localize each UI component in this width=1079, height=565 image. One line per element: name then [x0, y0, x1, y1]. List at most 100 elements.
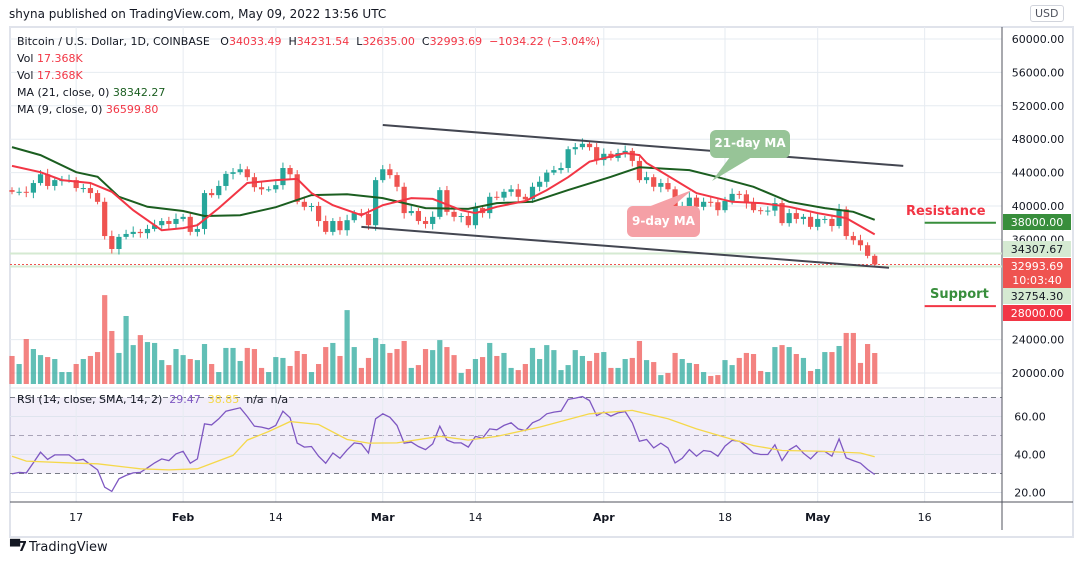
- candle: [772, 197, 778, 217]
- candle-body: [294, 174, 300, 202]
- candle-body: [52, 180, 58, 186]
- candle: [430, 211, 436, 230]
- ma21-label: MA (21, close, 0): [17, 86, 110, 99]
- resistance-label[interactable]: Resistance: [906, 204, 986, 219]
- publish-info: shyna published on TradingView.com, May …: [9, 7, 387, 21]
- volume-bar: [159, 360, 165, 384]
- legend-ma9[interactable]: MA (9, close, 0) 36599.80: [17, 103, 158, 116]
- close-value: 32993.69: [429, 35, 483, 48]
- candle-body: [23, 191, 29, 193]
- volume-bar: [843, 332, 849, 384]
- candle: [829, 214, 835, 232]
- price-tag[interactable]: 28000.00: [1003, 305, 1071, 321]
- legend-volume-1[interactable]: Vol 17.368K: [17, 52, 83, 65]
- candle-body: [829, 218, 835, 227]
- candle: [508, 185, 514, 197]
- candle-body: [800, 216, 807, 219]
- candle: [465, 211, 471, 228]
- candle-body: [807, 216, 814, 227]
- legend-ma21[interactable]: MA (21, close, 0) 38342.27: [17, 86, 165, 99]
- candle: [572, 142, 578, 155]
- volume-bar: [822, 352, 828, 384]
- channel-lower-line[interactable]: [361, 225, 890, 269]
- tradingview-footer[interactable]: ▀7 TradingView: [10, 540, 108, 555]
- candle-body: [116, 236, 122, 249]
- candle: [237, 163, 243, 175]
- candle-body: [786, 213, 792, 224]
- candle: [223, 170, 229, 191]
- time-axis-label: May: [805, 511, 830, 524]
- candle: [857, 234, 864, 251]
- candle: [665, 177, 671, 192]
- volume-bar: [544, 345, 550, 384]
- candle: [216, 180, 222, 199]
- volume-bar: [180, 355, 186, 384]
- candle-body: [201, 193, 208, 229]
- volume-bar: [729, 365, 735, 384]
- candle-body: [658, 183, 664, 187]
- volume-bar: [772, 347, 778, 384]
- candle-body: [822, 218, 828, 220]
- candle-body: [651, 177, 657, 187]
- candle-body: [187, 216, 193, 232]
- time-axis-label: Mar: [371, 511, 395, 524]
- price-axis-label: 56000.00: [1012, 66, 1065, 79]
- volume-bar: [373, 337, 379, 384]
- volume-bar: [708, 375, 714, 384]
- candle-body: [572, 147, 578, 150]
- ma21-callout[interactable]: 21-day MA: [710, 130, 790, 158]
- currency-button[interactable]: USD: [1030, 5, 1064, 22]
- volume-bar: [558, 370, 564, 384]
- volume-bar: [629, 357, 635, 384]
- candle-body: [9, 190, 15, 192]
- legend-volume-2[interactable]: Vol 17.368K: [17, 69, 83, 82]
- channel-upper-line[interactable]: [382, 124, 904, 167]
- price-tag-bg: [1003, 305, 1071, 321]
- candle: [173, 213, 179, 230]
- volume-bar: [73, 364, 79, 384]
- volume-bar: [280, 357, 286, 384]
- candle: [765, 206, 771, 216]
- candle: [558, 162, 564, 174]
- price-tag[interactable]: 38000.00: [1003, 214, 1071, 230]
- chart-frame: [9, 26, 1074, 538]
- volume-bar: [522, 364, 528, 384]
- volume-bar: [586, 360, 593, 384]
- candle-body: [451, 211, 457, 217]
- candle-body: [244, 169, 250, 178]
- support-label[interactable]: Support: [930, 287, 989, 302]
- candle-body: [515, 189, 521, 197]
- volume-bar: [301, 354, 307, 384]
- volume-bar: [487, 342, 493, 384]
- volume-bar: [37, 355, 44, 384]
- price-tag[interactable]: 32754.30: [1003, 288, 1071, 304]
- candle: [137, 228, 143, 238]
- candle-body: [387, 169, 393, 176]
- volume-bar: [351, 347, 357, 384]
- volume-bar: [187, 359, 193, 384]
- candle-body: [102, 201, 108, 237]
- volume-bar: [643, 360, 650, 384]
- candle-body: [87, 188, 94, 194]
- candle-body: [344, 220, 350, 231]
- volume-bar: [672, 352, 678, 384]
- volume-bar: [857, 362, 864, 384]
- volume-bar: [579, 355, 585, 384]
- candle-body: [380, 169, 386, 181]
- candle-body: [94, 193, 101, 202]
- price-tag[interactable]: 34307.67: [1003, 241, 1071, 257]
- volume-bar: [736, 357, 742, 384]
- candle-body: [537, 181, 543, 187]
- ma9-callout[interactable]: 9-day MA: [627, 206, 700, 237]
- volume-bar: [693, 364, 700, 384]
- price-tag-bg: [1003, 241, 1071, 257]
- legend-rsi[interactable]: RSI (14, close, SMA, 14, 2) 29.47 38.85 …: [17, 393, 288, 406]
- volume-bar: [30, 349, 36, 384]
- candle: [850, 231, 856, 245]
- candle: [337, 216, 343, 235]
- candle: [444, 185, 450, 216]
- candle-body: [323, 221, 329, 232]
- volume-bar: [608, 367, 614, 384]
